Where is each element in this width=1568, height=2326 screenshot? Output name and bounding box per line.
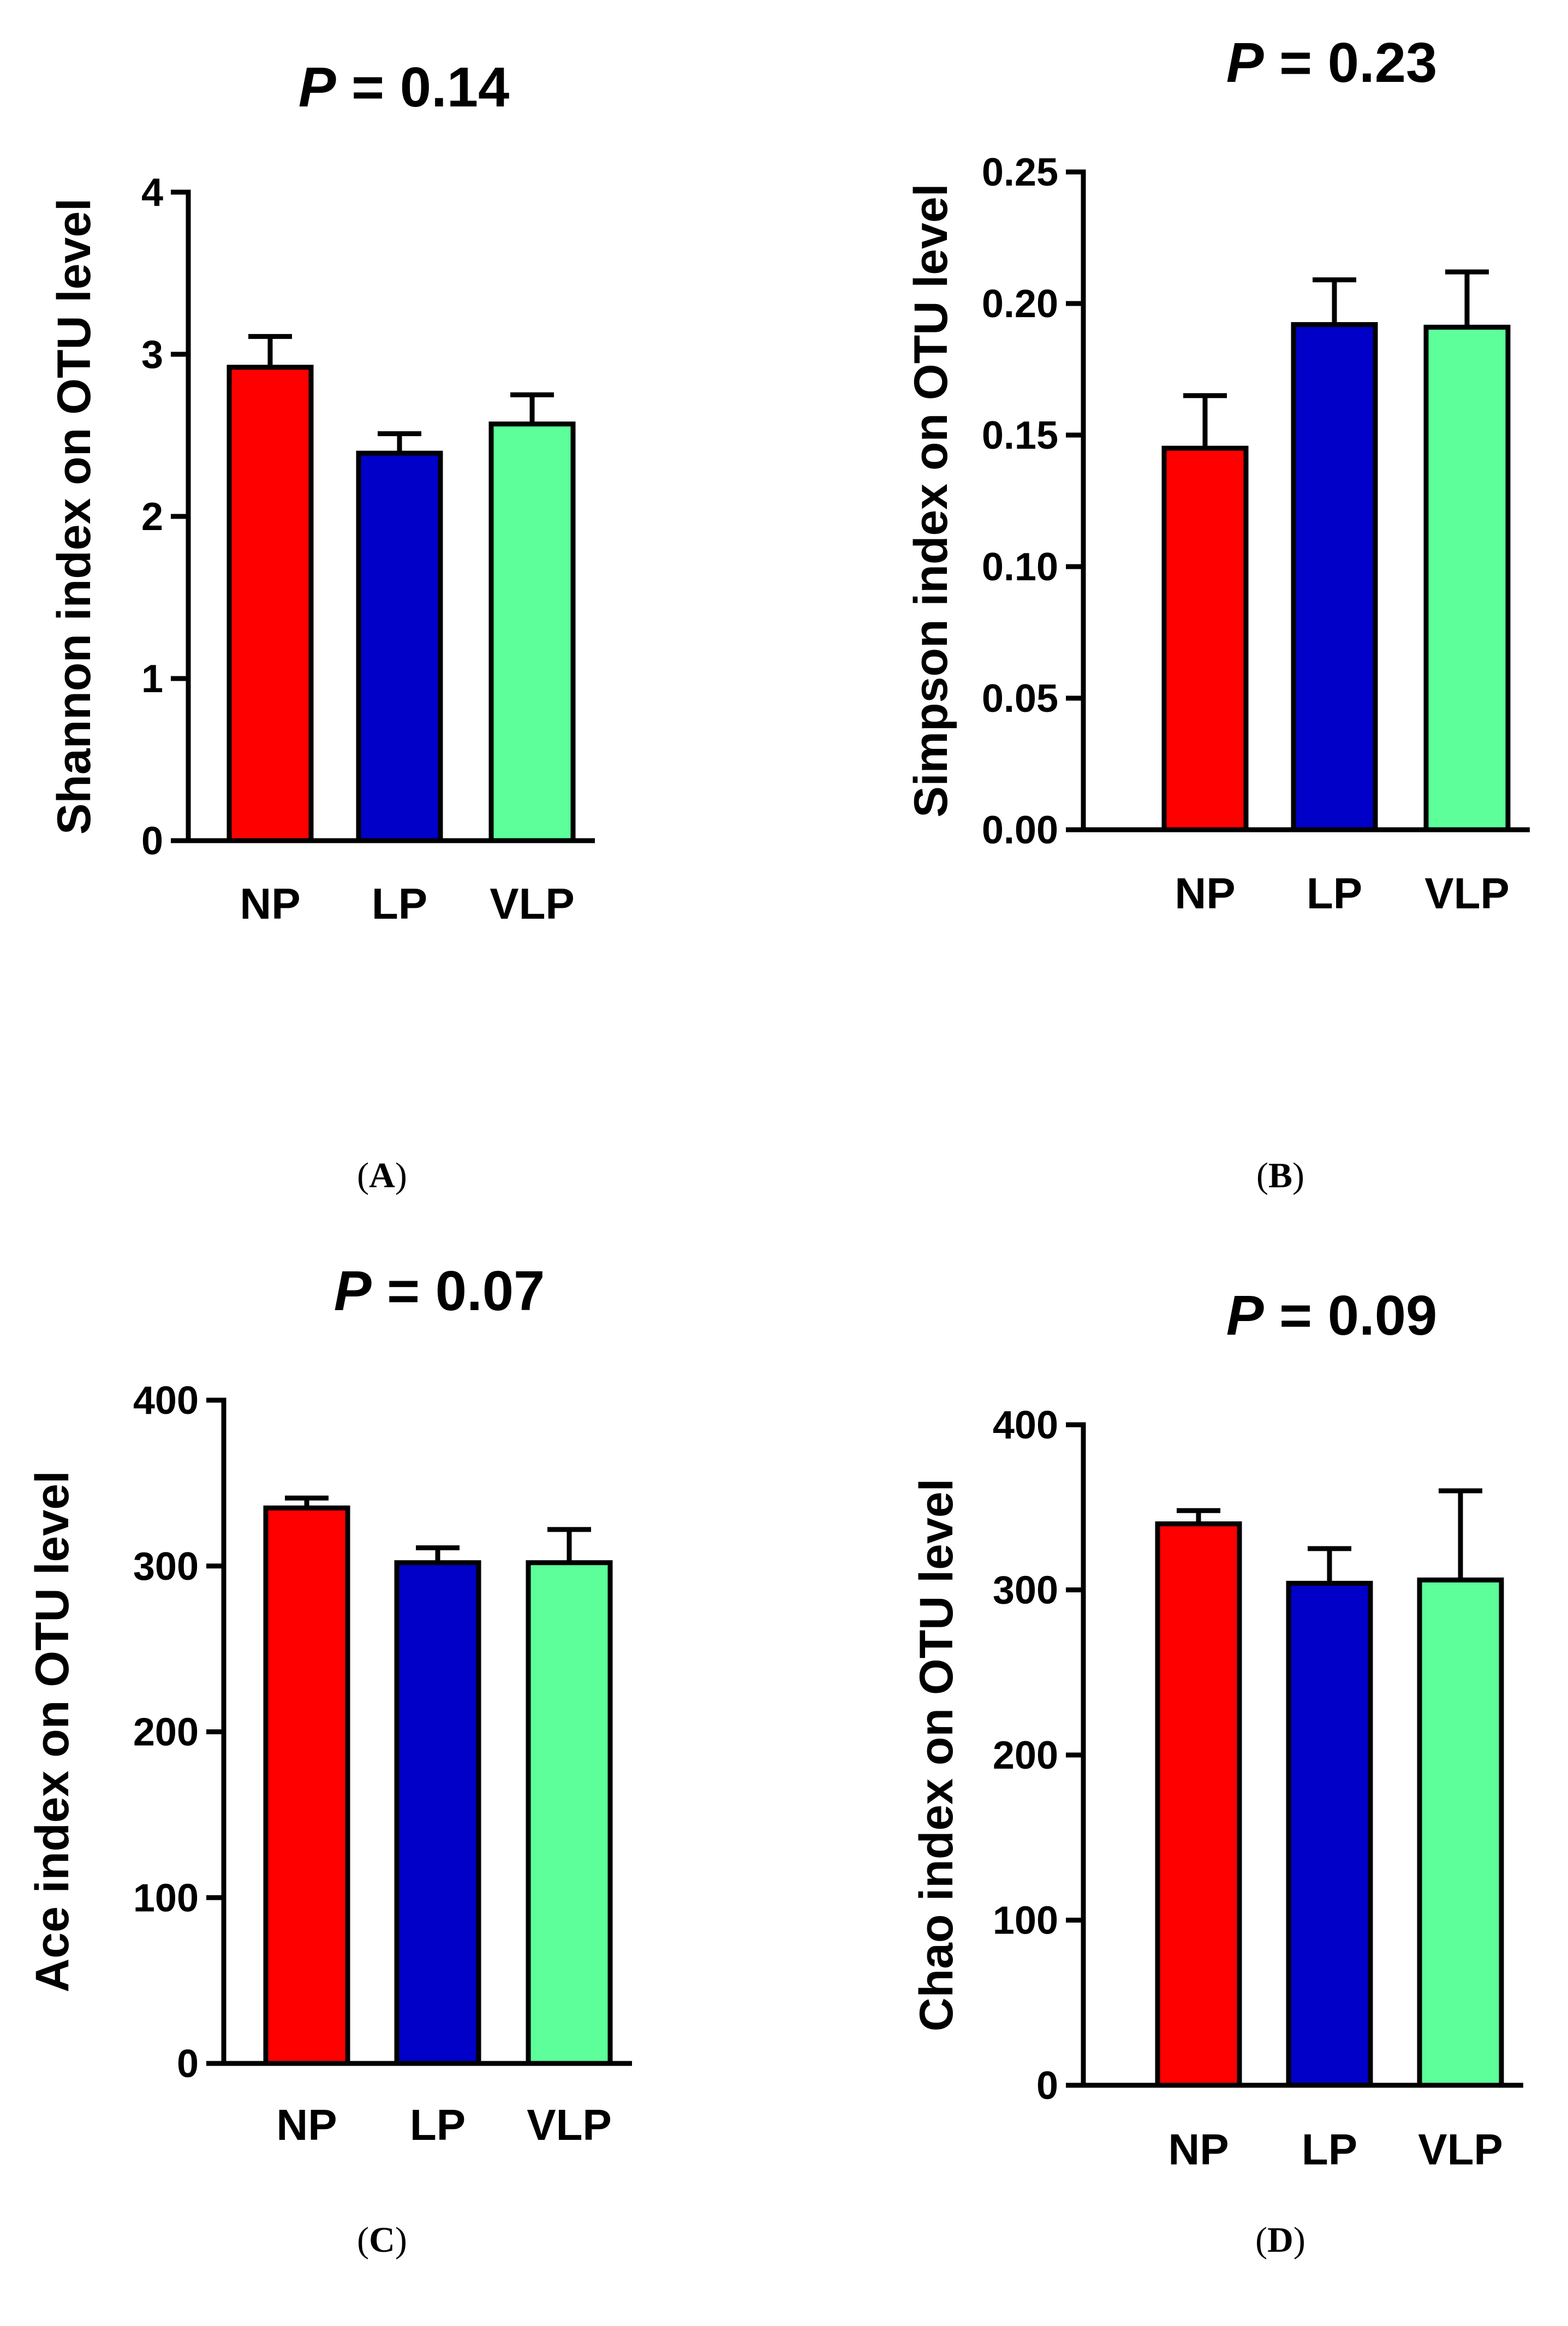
y-tick-label: 0.05 (982, 677, 1058, 721)
title-p-symbol: P (334, 1259, 372, 1322)
y-tick-label: 300 (993, 1569, 1058, 1613)
y-tick-label: 200 (993, 1734, 1058, 1777)
panel-label-close: ) (1292, 1156, 1304, 1195)
y-axis-label: Simpson index on OTU level (905, 183, 957, 817)
title-p-value: = 0.23 (1263, 31, 1437, 94)
panel-label-letter: C (369, 2220, 395, 2260)
panel-label-open: ( (357, 1156, 369, 1195)
bar-lp (1291, 322, 1378, 832)
chart-panel-d: P = 0.09 Chao index on OTU level NP LP VLP 0 1… (910, 1284, 1523, 2174)
panel-label-letter: A (369, 1156, 395, 1195)
panel-label-close: ) (1293, 2220, 1305, 2260)
title-p-value: = 0.14 (336, 56, 509, 118)
bar-lp (394, 1560, 481, 2066)
y-axis-label: Ace index on OTU level (26, 1471, 79, 1992)
x-tick-label-lp: LP (1307, 869, 1362, 918)
y-tick-label: 0.10 (982, 545, 1058, 589)
chart-title: P = 0.14 (299, 56, 510, 118)
y-axis-label: Chao index on OTU level (910, 1478, 963, 2031)
panel-label-a: (A) (357, 1156, 407, 1195)
bar-np (1161, 445, 1249, 832)
y-tick-label: 0.20 (982, 282, 1058, 326)
x-tick-label-vlp: VLP (1418, 2125, 1503, 2174)
x-tick-label-vlp: VLP (1424, 869, 1510, 918)
y-tick-label: 1 (141, 657, 163, 701)
bar-vlp (1417, 1577, 1504, 2088)
y-tick-label: 400 (993, 1403, 1058, 1447)
chart-panel-b: P = 0.23 Simpson index on OTU level NP LP VL… (905, 31, 1530, 918)
panel-label-letter: B (1268, 1156, 1292, 1195)
chart-title: P = 0.23 (1226, 31, 1438, 94)
y-tick-label: 0.15 (982, 414, 1058, 457)
panel-label-open: ( (1256, 1156, 1268, 1195)
x-tick-label-np: NP (276, 2101, 337, 2149)
chart-title: P = 0.09 (1226, 1284, 1438, 1347)
y-tick-label: 100 (993, 1899, 1058, 1943)
x-tick-label-np: NP (1168, 2125, 1229, 2174)
y-tick-label: 2 (141, 495, 163, 539)
x-tick-label-np: NP (1174, 869, 1235, 918)
bar-vlp (1423, 324, 1511, 832)
panel-label-close: ) (395, 2220, 407, 2260)
x-tick-label-np: NP (240, 879, 300, 928)
panel-label-open: ( (357, 2220, 369, 2260)
title-p-value: = 0.07 (371, 1259, 545, 1322)
title-p-value: = 0.09 (1263, 1284, 1437, 1347)
y-tick-label: 3 (141, 333, 163, 377)
y-tick-label: 0.00 (982, 808, 1058, 852)
title-p-symbol: P (299, 56, 336, 118)
y-tick-label: 0 (141, 819, 163, 863)
x-tick-label-lp: LP (410, 2101, 466, 2149)
panel-label-close: ) (395, 1156, 407, 1195)
panel-label-letter: D (1267, 2220, 1293, 2260)
chart-panel-a: P = 0.14 Shannon index on OTU level NP LP VL… (48, 56, 595, 928)
bar-np (1155, 1521, 1242, 2088)
bar-lp (356, 450, 443, 843)
x-tick-label-lp: LP (372, 879, 427, 928)
bar-vlp (488, 421, 576, 843)
chart-panel-c: P = 0.07 Ace index on OTU level NP LP VLP 0 10… (26, 1259, 632, 2149)
panel-label-d: (D) (1255, 2220, 1305, 2260)
y-tick-label: 0 (1036, 2064, 1058, 2108)
y-tick-label: 0.25 (982, 151, 1058, 194)
bar-np (226, 365, 314, 843)
panel-label-c: (C) (357, 2220, 407, 2260)
x-tick-label-vlp: VLP (490, 879, 575, 928)
y-tick-label: 400 (133, 1379, 199, 1423)
x-tick-label-lp: LP (1302, 2125, 1357, 2174)
title-p-symbol: P (1226, 31, 1264, 94)
y-axis-label: Shannon index on OTU level (48, 198, 100, 835)
bar-vlp (526, 1560, 613, 2066)
bar-np (263, 1505, 350, 2066)
bar-lp (1286, 1580, 1373, 2088)
y-tick-label: 0 (177, 2042, 199, 2086)
chart-title: P = 0.07 (334, 1259, 545, 1322)
y-tick-label: 300 (133, 1545, 199, 1589)
y-tick-label: 100 (133, 1876, 199, 1920)
y-tick-label: 200 (133, 1711, 199, 1754)
x-tick-label-vlp: VLP (527, 2101, 612, 2149)
y-tick-label: 4 (141, 171, 163, 215)
panel-label-open: ( (1255, 2220, 1267, 2260)
panel-label-b: (B) (1256, 1156, 1304, 1195)
title-p-symbol: P (1226, 1284, 1264, 1347)
